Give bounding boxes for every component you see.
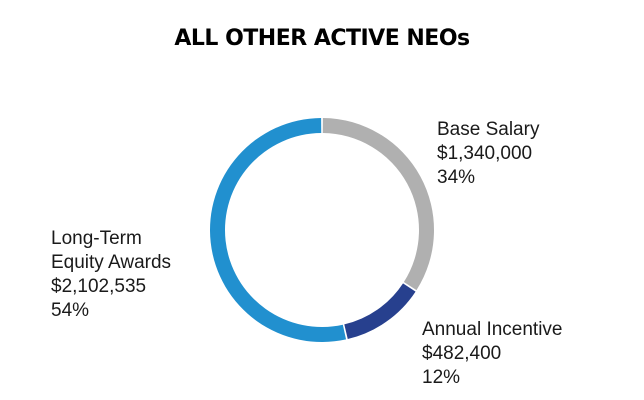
slice-base-salary (322, 118, 435, 291)
label-long-term-equity-name-line2: Equity Awards (51, 252, 172, 273)
label-annual-incentive-amount: $482,400 (422, 343, 502, 364)
label-base-salary-amount: $1,340,000 (437, 143, 533, 164)
label-annual-incentive-name: Annual Incentive (422, 319, 563, 340)
label-base-salary-percent: 34% (437, 167, 476, 188)
label-annual-incentive-percent: 12% (422, 367, 461, 388)
label-long-term-equity-name-line1: Long-Term (51, 228, 142, 249)
label-long-term-equity: Long-Term Equity Awards $2,102,535 54% (51, 227, 171, 323)
label-annual-incentive: Annual Incentive $482,400 12% (422, 318, 563, 390)
chart-title: ALL OTHER ACTIVE NEOs (174, 26, 470, 51)
label-long-term-equity-percent: 54% (51, 300, 90, 321)
label-base-salary: Base Salary $1,340,000 34% (437, 118, 539, 190)
label-base-salary-name: Base Salary (437, 119, 540, 140)
slice-annual-incentive (344, 283, 416, 339)
label-long-term-equity-amount: $2,102,535 (51, 276, 147, 297)
slice-long-term-equity (210, 118, 347, 342)
